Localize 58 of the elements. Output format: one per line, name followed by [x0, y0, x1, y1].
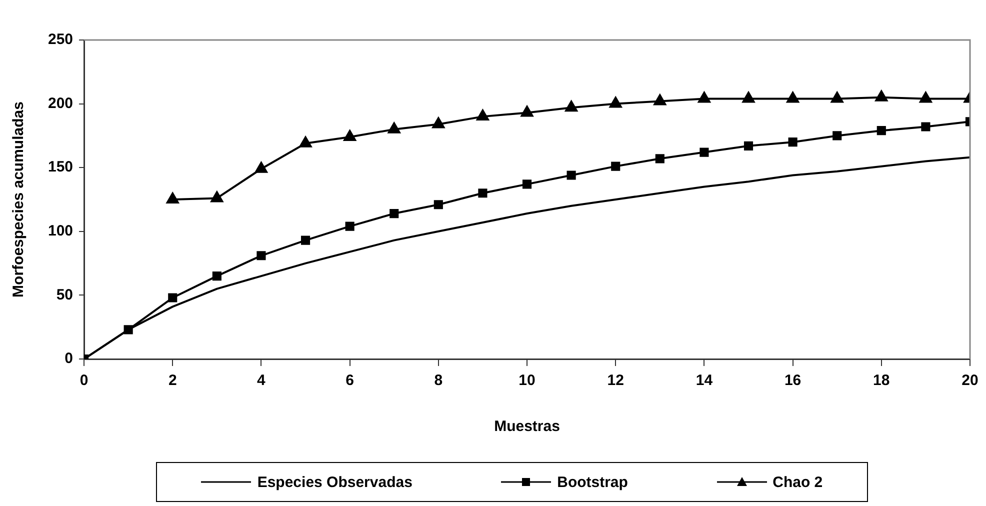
x-tick-label: 6: [346, 372, 354, 390]
point: [565, 100, 578, 112]
x-axis-title: Muestras: [494, 418, 560, 436]
point: [788, 138, 798, 147]
point: [609, 96, 622, 108]
y-tick-label: 150: [48, 158, 74, 176]
point: [210, 191, 224, 202]
point: [168, 293, 178, 302]
x-tick-label: 18: [873, 372, 890, 390]
point: [654, 94, 666, 106]
point: [345, 222, 354, 231]
point: [566, 170, 576, 180]
point: [212, 272, 222, 281]
y-tick-label: 0: [64, 350, 74, 368]
legend-label: Bootstrap: [557, 474, 628, 490]
legend-label: Especies Observadas: [257, 474, 412, 490]
y-tick-label: 200: [48, 94, 74, 112]
point: [434, 200, 443, 210]
point: [876, 126, 886, 136]
point: [698, 92, 710, 103]
x-tick-label: 14: [696, 372, 714, 390]
point: [875, 90, 888, 102]
point: [432, 117, 445, 128]
point: [920, 92, 932, 103]
point: [700, 148, 709, 157]
point: [522, 180, 532, 189]
point: [744, 141, 754, 150]
x-tick-label: 0: [80, 372, 88, 390]
point: [166, 192, 179, 204]
x-tick-label: 4: [257, 372, 266, 390]
point: [299, 136, 312, 148]
x-tick-label: 20: [962, 372, 978, 390]
x-tick-label: 12: [607, 372, 624, 390]
point: [830, 92, 844, 103]
point: [921, 122, 930, 132]
point: [476, 110, 489, 121]
y-tick-label: 250: [48, 31, 74, 48]
point: [478, 188, 488, 198]
x-tick-label: 16: [784, 372, 802, 390]
point: [655, 154, 664, 164]
y-tick-label: 50: [56, 286, 74, 304]
x-tick-label: 2: [168, 372, 177, 390]
point: [390, 209, 399, 218]
point: [300, 236, 310, 245]
point: [388, 122, 400, 134]
point: [520, 106, 534, 117]
point: [256, 251, 266, 260]
point: [786, 92, 799, 103]
x-tick-label: 8: [434, 372, 443, 390]
y-axis-title: Morfoespecies acumuladas: [10, 102, 28, 298]
point: [832, 131, 842, 140]
legend-label: Chao 2: [772, 474, 823, 490]
x-tick-label: 10: [518, 372, 536, 390]
point: [255, 162, 268, 173]
y-tick-label: 100: [48, 222, 74, 240]
point: [742, 92, 755, 103]
point: [611, 162, 620, 171]
point: [344, 130, 356, 141]
